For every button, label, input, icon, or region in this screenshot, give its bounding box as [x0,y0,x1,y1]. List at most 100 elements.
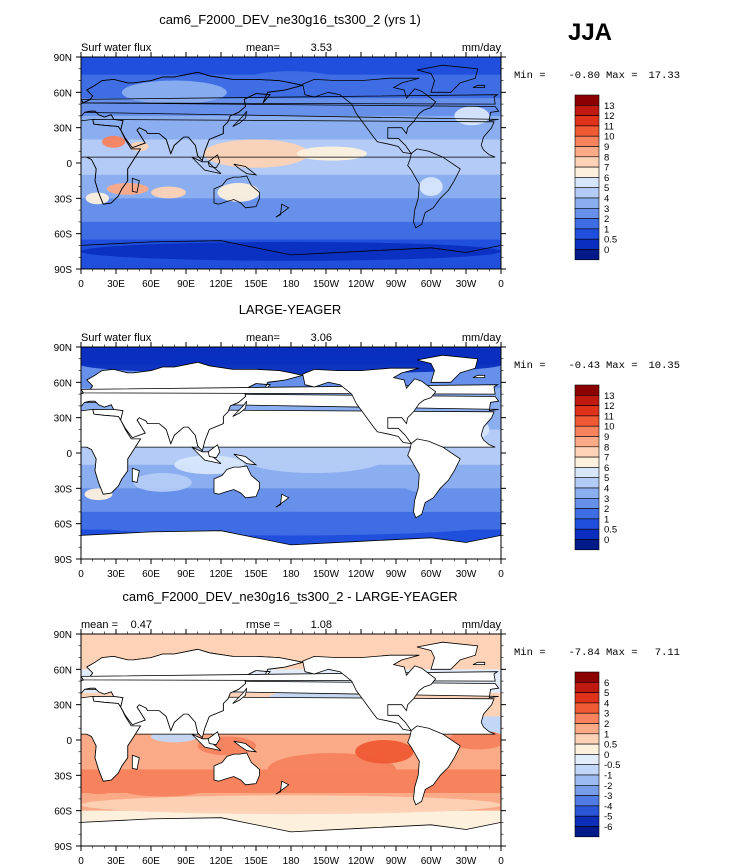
land-newzealand [275,780,290,795]
field-region [448,730,501,750]
land-namerica [302,654,437,732]
land-newzealand [275,493,290,508]
colorbar-label: 6 [604,463,609,474]
lat-tick-label: 30N [54,414,72,425]
lon-tick-label: 0 [498,279,504,290]
lat-tick-label: 30S [54,771,72,782]
lat-tick-label: 0 [66,159,72,170]
land-africa-wrap [81,408,142,495]
land-newzealand [275,203,290,218]
colorbar-box [574,784,600,796]
lon-tick-label: 120E [209,856,233,865]
lon-tick-label: 60W [421,856,442,865]
colorbar-box [574,456,600,468]
colorbar-box [574,384,600,396]
lon-tick-label: 120E [209,279,233,290]
colorbar-box [574,249,600,261]
lat-tick-label: 30S [54,484,72,495]
field-region [81,241,501,261]
lon-tick-label: 180 [283,279,300,290]
lat-tick-label: 90N [54,53,72,64]
colorbar-box [574,712,600,724]
lon-tick-label: 60W [421,279,442,290]
colorbar-box [574,94,600,106]
colorbar-label: -0.5 [604,760,620,771]
mean-label: mean= [246,332,280,344]
mean-label: mean= [246,42,280,54]
field-region [244,444,385,474]
colorbar-box [574,815,600,827]
colorbar-label: 0.5 [604,525,617,536]
map-area: 0 30E 60E 90E 120E 150E 180 150W 120W 90W 60W 30W 09… [54,52,506,290]
colorbar-label: 3 [604,709,609,720]
land-borneo [207,444,221,459]
lon-tick-label: 0 [498,856,504,865]
land-indonesia [191,733,222,751]
land-britain-wrap [81,388,84,394]
colorbar-box [574,508,600,520]
land-borneo [207,154,221,169]
field-region [151,186,186,199]
map-clip [81,57,501,269]
colorbar-label: 2 [604,504,609,515]
colorbar-box [574,177,600,188]
colorbar-label: 10 [604,132,615,143]
lon-tick-label: 0 [78,856,84,865]
lat-tick-label: 90N [54,630,72,641]
lat-tick-label: 60N [54,665,72,676]
colorbar-box [574,166,600,178]
colorbar-box [574,497,600,509]
colorbar-box [574,228,600,240]
colorbar-label: 1 [604,514,609,525]
colorbar-label: 5 [604,688,609,699]
colorbar-label: 4 [604,194,609,205]
lon-tick-label: 30W [456,856,477,865]
colorbar-label: 13 [604,101,615,112]
map-area: 0 30E 60E 90E 120E 150E 180 150W 120W 90W 60W 30W 09… [54,629,506,865]
colorbar-label: 13 [604,391,615,402]
lon-tick-label: 180 [283,569,300,580]
max-value: 17.33 [648,70,680,82]
colorbar-label: 4 [604,484,609,495]
land-eurasia-wrap [81,648,303,739]
map-clip [81,347,501,559]
colorbar-label: 5 [604,183,609,194]
land-newguinea [233,163,258,176]
field-region [244,71,338,90]
colorbar-label: 0 [604,535,609,546]
land-newguinea [233,453,258,466]
lat-tick-label: 60N [54,88,72,99]
land-borneo [207,731,221,746]
rmse-value: 1.08 [311,619,332,631]
mean-value: 3.06 [311,332,332,344]
land-namerica [302,367,437,445]
variable-label: Surf water flux [81,42,152,54]
colorbar-box [574,197,600,209]
colorbar-label: 6 [604,678,609,689]
min-label: Min = [514,360,546,372]
min-value: -0.43 [568,360,600,372]
lat-tick-label: 30N [54,701,72,712]
colorbar-label: 7 [604,163,609,174]
lon-tick-label: 0 [78,279,84,290]
lon-tick-label: 90W [386,856,407,865]
lon-tick-label: 150W [313,856,340,865]
colorbar-box [574,187,600,199]
land-samerica [407,438,461,519]
colorbar-box [574,671,600,683]
colorbar-label: 9 [604,142,609,153]
land-australia [213,465,260,499]
lat-tick-label: 60N [54,378,72,389]
colorbar-box [574,733,600,745]
land-australia [213,175,260,209]
panel-title: LARGE-YEAGER [239,302,342,317]
lat-tick-label: 0 [66,736,72,747]
colorbar-box [574,805,600,817]
colorbar-label: 11 [604,411,614,422]
lon-tick-label: 90E [177,856,195,865]
colorbar-label: 1 [604,729,609,740]
colorbar-box [574,743,600,755]
colorbar-label: 2 [604,719,609,730]
